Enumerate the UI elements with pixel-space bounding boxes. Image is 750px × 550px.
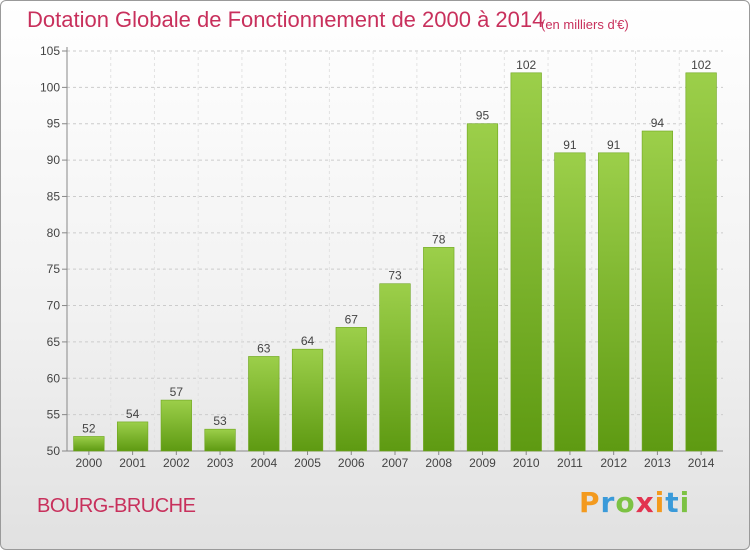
chart-title: Dotation Globale de Fonctionnement de 20… [27, 7, 545, 32]
data-label: 57 [170, 385, 184, 399]
data-label: 94 [651, 116, 665, 130]
x-tick-label: 2009 [469, 456, 496, 470]
x-tick-label: 2004 [250, 456, 277, 470]
bar [379, 283, 411, 452]
data-label: 73 [388, 269, 402, 283]
logo-letter: x [635, 486, 655, 519]
x-tick-label: 2008 [425, 456, 452, 470]
logo-letter: i [679, 486, 691, 519]
bar [685, 72, 717, 452]
y-tick-label: 85 [47, 189, 61, 203]
axes: 50 55 60 65 70 75 80 85 90 95 100 105 2000 2001 2002 20… [40, 44, 723, 470]
data-label: 102 [691, 58, 711, 72]
y-tick-label: 70 [47, 299, 61, 313]
data-label: 52 [82, 421, 96, 435]
y-tick-label: 100 [40, 80, 60, 94]
bar [598, 152, 630, 452]
chart-subtitle: (en milliers d'€) [541, 17, 629, 32]
bar [510, 72, 542, 452]
data-label: 102 [516, 58, 536, 72]
bar [335, 327, 367, 452]
x-tick-label: 2001 [119, 456, 146, 470]
data-label: 67 [345, 312, 359, 326]
data-label: 78 [432, 232, 446, 246]
logo-letter: o [615, 486, 636, 519]
bar [641, 130, 674, 452]
bar [116, 421, 149, 452]
bar [73, 436, 105, 452]
bars [73, 72, 717, 452]
x-tick-label: 2011 [557, 456, 583, 470]
y-tick-label: 80 [47, 226, 61, 240]
bar [160, 399, 192, 452]
y-tick-label: 50 [47, 444, 61, 458]
logo-letter: P [579, 486, 601, 519]
bar [248, 356, 280, 452]
data-label: 63 [257, 341, 271, 355]
y-tick-label: 90 [47, 153, 61, 167]
logo-letter: i [654, 486, 666, 519]
bar [291, 348, 324, 452]
data-labels: 52 54 57 53 63 64 67 73 78 95 102 91 91 94 102 [82, 58, 711, 436]
x-tick-label: 2005 [294, 456, 321, 470]
y-tick-label: 75 [47, 262, 61, 276]
x-tick-label: 2002 [163, 456, 190, 470]
data-label: 91 [563, 138, 577, 152]
y-tick-label: 105 [40, 44, 60, 58]
x-tick-label: 2003 [207, 456, 234, 470]
data-label: 64 [301, 334, 315, 348]
data-label: 95 [476, 109, 490, 123]
y-tick-label: 65 [47, 335, 61, 349]
data-label: 91 [607, 138, 621, 152]
x-tick-label: 2010 [513, 456, 540, 470]
x-tick-label: 2000 [76, 456, 103, 470]
proxiti-logo: Proxiti [579, 486, 690, 519]
data-label: 54 [126, 407, 140, 421]
x-tick-label: 2014 [688, 456, 715, 470]
commune-name: BOURG-BRUCHE [37, 495, 196, 517]
bar [466, 123, 499, 452]
x-tick-label: 2007 [382, 456, 409, 470]
x-tick-label: 2006 [338, 456, 365, 470]
bar [204, 428, 236, 452]
bar [554, 152, 586, 452]
logo-letter: t [665, 486, 680, 519]
y-tick-label: 55 [47, 408, 61, 422]
y-tick-label: 95 [47, 117, 61, 131]
logo-letter: r [600, 486, 616, 519]
x-tick-label: 2013 [644, 456, 671, 470]
bar [423, 247, 455, 452]
x-tick-label: 2012 [600, 456, 627, 470]
data-label: 53 [213, 414, 227, 428]
y-tick-label: 60 [47, 371, 61, 385]
